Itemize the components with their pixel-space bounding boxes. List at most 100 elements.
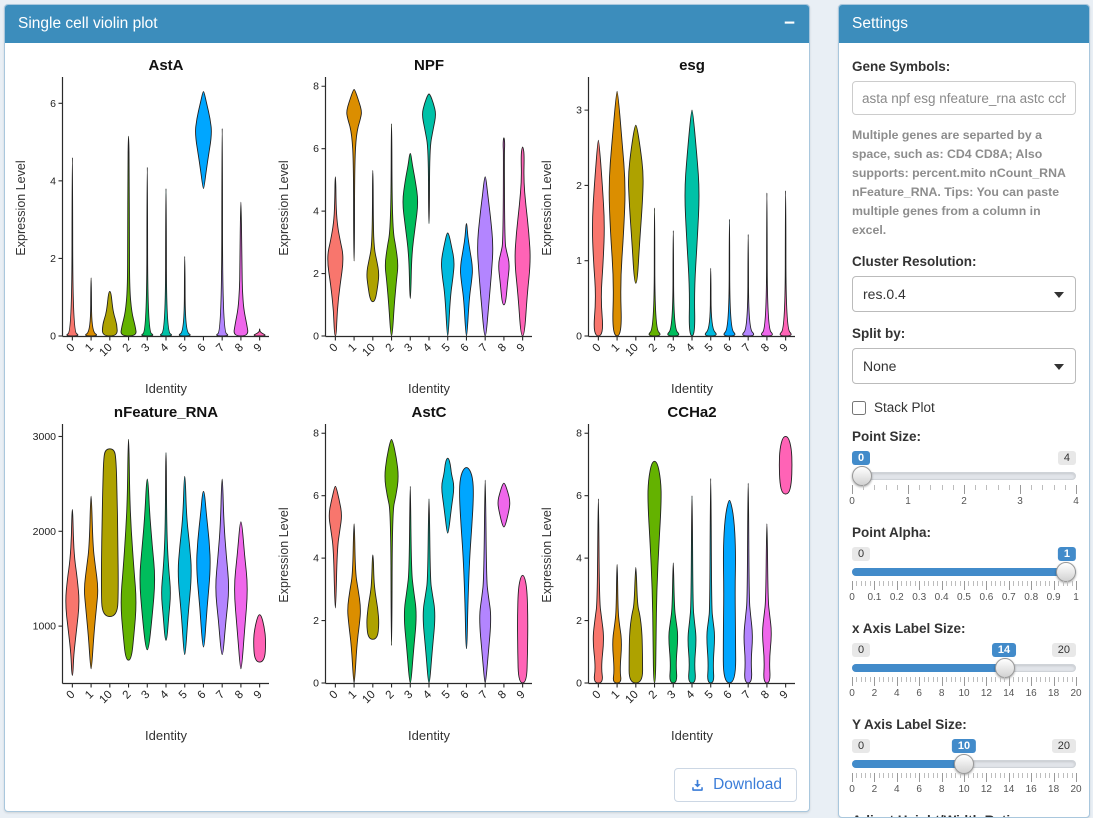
violin-9: [253, 614, 266, 663]
violin-8: [497, 482, 511, 528]
x-tick-label: 10: [360, 689, 378, 707]
x-axis-label-size-slider[interactable]: 0 20 14 0 2 4 6 8 10 12 14 16 18 20: [849, 643, 1082, 703]
slider-tick-label: 8: [938, 784, 945, 796]
cluster-resolution-value: res.0.4: [863, 286, 906, 303]
violin-0: [592, 498, 604, 684]
slider-max-badge: 4: [1057, 451, 1076, 466]
slider-tick-label: 2: [871, 784, 878, 796]
y-tick-label: 6: [50, 98, 56, 110]
slider-tick-label: 20: [1070, 688, 1082, 700]
y-axis-label-size-slider[interactable]: 0 20 10 0 2 4 6 8 10 12 14 16 18 20: [849, 739, 1082, 799]
y-tick-label: 6: [313, 143, 319, 155]
violin-0: [592, 139, 605, 337]
slider-tick-label: 3: [1017, 496, 1023, 508]
slider-tick-label: 10: [958, 688, 970, 700]
slider-tick-label: 0.3: [912, 592, 927, 604]
violin-6: [196, 491, 211, 648]
violin-3: [668, 562, 679, 684]
violin-4: [160, 188, 172, 337]
y-tick-label: 0: [576, 678, 582, 690]
slider-min-badge: 0: [852, 547, 871, 562]
violin-8: [233, 201, 249, 337]
slider-tick-label: 2: [871, 688, 878, 700]
x-tick-label: 6: [196, 689, 209, 702]
x-tick-label: 8: [759, 689, 772, 702]
violin-8: [761, 192, 773, 337]
y-tick-label: 2: [313, 615, 319, 627]
slider-tick-label: 6: [916, 784, 922, 796]
slider-grid: 0 2 4 6 8 10 12 14 16 18 20: [849, 773, 1082, 799]
violin-6: [460, 223, 473, 337]
download-icon: [689, 777, 706, 794]
y-tick-label: 3000: [33, 431, 57, 443]
point-alpha-slider[interactable]: 0 1 0 0.1 0.2 0.3 0.4 0.5 0.6 0.7 0.8 0.9 1: [849, 547, 1079, 607]
point-size-label: Point Size:: [852, 429, 922, 445]
violin-plot-npf: NPF Expression Level 0 2 4 6 8 0 1 10 2 3 4 5 6 7 8 9 Iden…: [276, 53, 539, 400]
x-tick-label: 7: [477, 689, 490, 702]
slider-badges: 0 20 10: [852, 739, 1076, 759]
y-axis-label: Expression Level: [540, 160, 554, 255]
violin-7: [477, 176, 494, 337]
gene-symbols-input[interactable]: [852, 81, 1076, 115]
slider-handle[interactable]: [954, 754, 974, 775]
slider-track[interactable]: [852, 754, 1076, 775]
settings-body: Gene Symbols: Multiple genes are separte…: [839, 43, 1089, 817]
slider-tick-label: 18: [1048, 784, 1060, 796]
slider-handle[interactable]: [852, 466, 872, 487]
x-tick-label: 7: [477, 342, 490, 355]
stack-plot-checkbox[interactable]: [852, 400, 866, 415]
slider-tick-label: 20: [1070, 784, 1082, 796]
violin-7: [742, 233, 755, 337]
slider-track[interactable]: [852, 658, 1076, 679]
x-tick-label: 8: [233, 689, 246, 702]
y-tick-label: 3: [576, 105, 582, 117]
split-by-select[interactable]: None: [852, 348, 1076, 385]
violin-5: [178, 256, 191, 337]
violin-0: [328, 485, 342, 609]
plot-grid: AstA Expression Level 0 2 4 6 0 1 10 2 3 4 5 6 7 8 9 Iden…: [13, 53, 803, 747]
plot-title: NPF: [414, 57, 444, 74]
x-tick-label: 2: [647, 689, 660, 702]
slider-track[interactable]: [852, 466, 1076, 487]
split-by-label: Split by:: [852, 326, 906, 342]
x-tick-label: 8: [496, 689, 509, 702]
violin-plot-svg: nFeature_RNA 1000 2000 3000 0 1 10 2 3 4 5 6 7 8 9 Iden…: [33, 404, 269, 743]
x-tick-label: 2: [647, 342, 660, 355]
slider-tick-label: 0: [849, 496, 855, 508]
plot-title: nFeature_RNA: [114, 404, 218, 421]
slider-track[interactable]: [852, 562, 1076, 583]
download-button[interactable]: Download: [674, 768, 797, 802]
violin-10: [366, 554, 380, 640]
slider-tick-label: 0.7: [1001, 592, 1016, 604]
y-tick-label: 0: [313, 331, 319, 343]
slider-max-badge: 20: [1051, 739, 1076, 754]
slider-grid: 0 0.1 0.2 0.3 0.4 0.5 0.6 0.7 0.8 0.9 1: [849, 581, 1079, 607]
slider-max-badge: 20: [1051, 643, 1076, 658]
violin-5: [441, 457, 455, 534]
y-tick-label: 8: [313, 81, 319, 93]
violin-3: [141, 166, 154, 337]
x-tick-label: 8: [759, 342, 772, 355]
slider-handle[interactable]: [1056, 562, 1076, 583]
violin-3: [139, 478, 156, 651]
x-axis-label-size-label: x Axis Label Size:: [852, 621, 966, 637]
gene-symbols-label: Gene Symbols:: [852, 59, 951, 74]
x-tick-label: 7: [214, 689, 227, 702]
x-axis-label: Identity: [145, 728, 187, 743]
x-tick-label: 10: [97, 689, 115, 707]
y-tick-label: 6: [576, 490, 582, 502]
chevron-down-icon: [1054, 364, 1064, 371]
x-tick-label: 7: [740, 689, 753, 702]
slider-handle[interactable]: [994, 658, 1015, 679]
x-tick-label: 8: [496, 342, 509, 355]
slider-tick-label: 0.4: [934, 592, 949, 604]
collapse-icon[interactable]: −: [783, 13, 795, 34]
cluster-resolution-select[interactable]: res.0.4: [852, 276, 1076, 313]
violin-6: [723, 218, 736, 337]
x-tick-label: 0: [590, 689, 603, 702]
